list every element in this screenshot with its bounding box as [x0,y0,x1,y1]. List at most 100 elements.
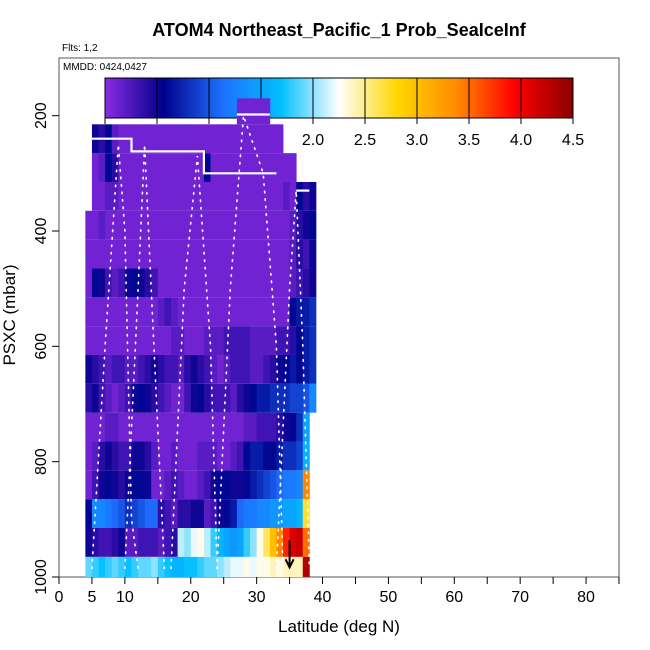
heatmap-cell [184,441,192,471]
heatmap-cell [263,441,271,471]
heatmap-cell [296,210,304,240]
heatmap-cell [157,499,165,528]
heatmap-cell [210,297,218,327]
heatmap-cell [250,556,258,577]
heatmap-cell [243,124,251,154]
heatmap-cell [118,441,126,471]
heatmap-cell [203,181,211,211]
heatmap-cell [217,210,225,240]
heatmap-cell [296,354,304,384]
heatmap-cell [243,354,251,384]
heatmap-cell [98,556,106,577]
heatmap-cell [177,527,185,557]
heatmap-cell [269,181,277,211]
heatmap-cell [131,556,139,577]
heatmap-cell [151,470,159,500]
heatmap-cell [190,239,198,269]
x-axis: 0 5 10 20 30 40 50 60 70 80 [55,577,620,606]
heatmap-cell [118,556,126,577]
heatmap-cell [250,98,258,125]
heatmap-cell [217,556,225,577]
heatmap-cell [184,470,192,500]
heatmap-cell [263,354,271,384]
heatmap-cell [151,181,159,211]
heatmap-cell [289,239,297,269]
heatmap-cell [111,499,119,528]
heatmap-cell [230,326,238,355]
heatmap-cell [124,499,132,528]
heatmap-cell [138,181,146,211]
heatmap-cell [98,268,106,298]
heatmap-cell [217,297,225,327]
heatmap-cell [118,499,126,528]
heatmap-cell [184,527,192,557]
heatmap-cell [111,383,119,413]
heatmap-cell [171,181,178,211]
heatmap-cell [105,181,113,211]
heatmap-cell [197,354,205,384]
heatmap-cell [269,124,277,154]
heatmap-cell [111,297,119,327]
heatmap-cell [236,527,244,557]
profile-dots [124,144,166,570]
heatmap-cell [289,297,297,327]
heatmap-cell [124,354,132,384]
heatmap-cell [177,441,185,471]
heatmap-cell [197,124,205,154]
x-axis-title: Latitude (deg N) [278,617,400,636]
heatmap-cell [171,210,178,240]
heatmap-cell [144,181,152,211]
heatmap-cell [111,527,119,557]
heatmap-cell [85,354,93,384]
heatmap-cell [223,181,231,211]
heatmap-cell [230,527,238,557]
heatmap-cell [210,556,218,577]
heatmap-cell [250,124,258,154]
heatmap-cell [171,354,178,384]
heatmap-cell [157,326,165,355]
heatmap-cell [85,412,93,442]
heatmap-cell [124,527,132,557]
heatmap-cell [230,153,238,182]
heatmap-cell [302,556,310,577]
heatmap-cell [210,326,218,355]
colorbar-tick-label: 3.0 [406,132,428,149]
heatmap-cell [164,383,172,413]
heatmap-cell [118,527,126,557]
heatmap-cell [243,297,251,327]
heatmap-cell [105,239,113,269]
heatmap-cell [256,210,264,240]
heatmap-cell [157,210,165,240]
heatmap-cell [85,210,93,240]
heatmap-cell [157,124,165,154]
heatmap-cell [256,383,264,413]
flights-label: Flts: 1,2 [62,43,98,54]
heatmap-cell [164,181,172,211]
heatmap-cell [111,268,119,298]
heatmap-cell [151,124,159,154]
profile-dots [216,115,284,570]
arrow-marker [284,540,295,570]
heatmap-cell [118,268,126,298]
heatmap-cell [171,556,178,577]
heatmap-cell [223,326,231,355]
heatmap-cell [177,556,185,577]
heatmap-cell [157,268,165,298]
heatmap-cell [283,268,290,298]
heatmap-cell [263,556,271,577]
heatmap-cell [138,383,146,413]
heatmap-cell [197,527,205,557]
heatmap-cell [197,556,205,577]
heatmap-cell [124,556,132,577]
heatmap-cell [243,383,251,413]
heatmap-cell [138,354,146,384]
heatmap-cell [144,412,152,442]
heatmap-cell [144,153,152,182]
heatmap-cell [283,470,290,500]
heatmap-cell [144,210,152,240]
heatmap-cell [171,153,178,182]
heatmap-cell [263,326,271,355]
heatmap-cell [289,441,297,471]
heatmap-cell [91,470,99,500]
heatmap-cell [276,499,284,528]
